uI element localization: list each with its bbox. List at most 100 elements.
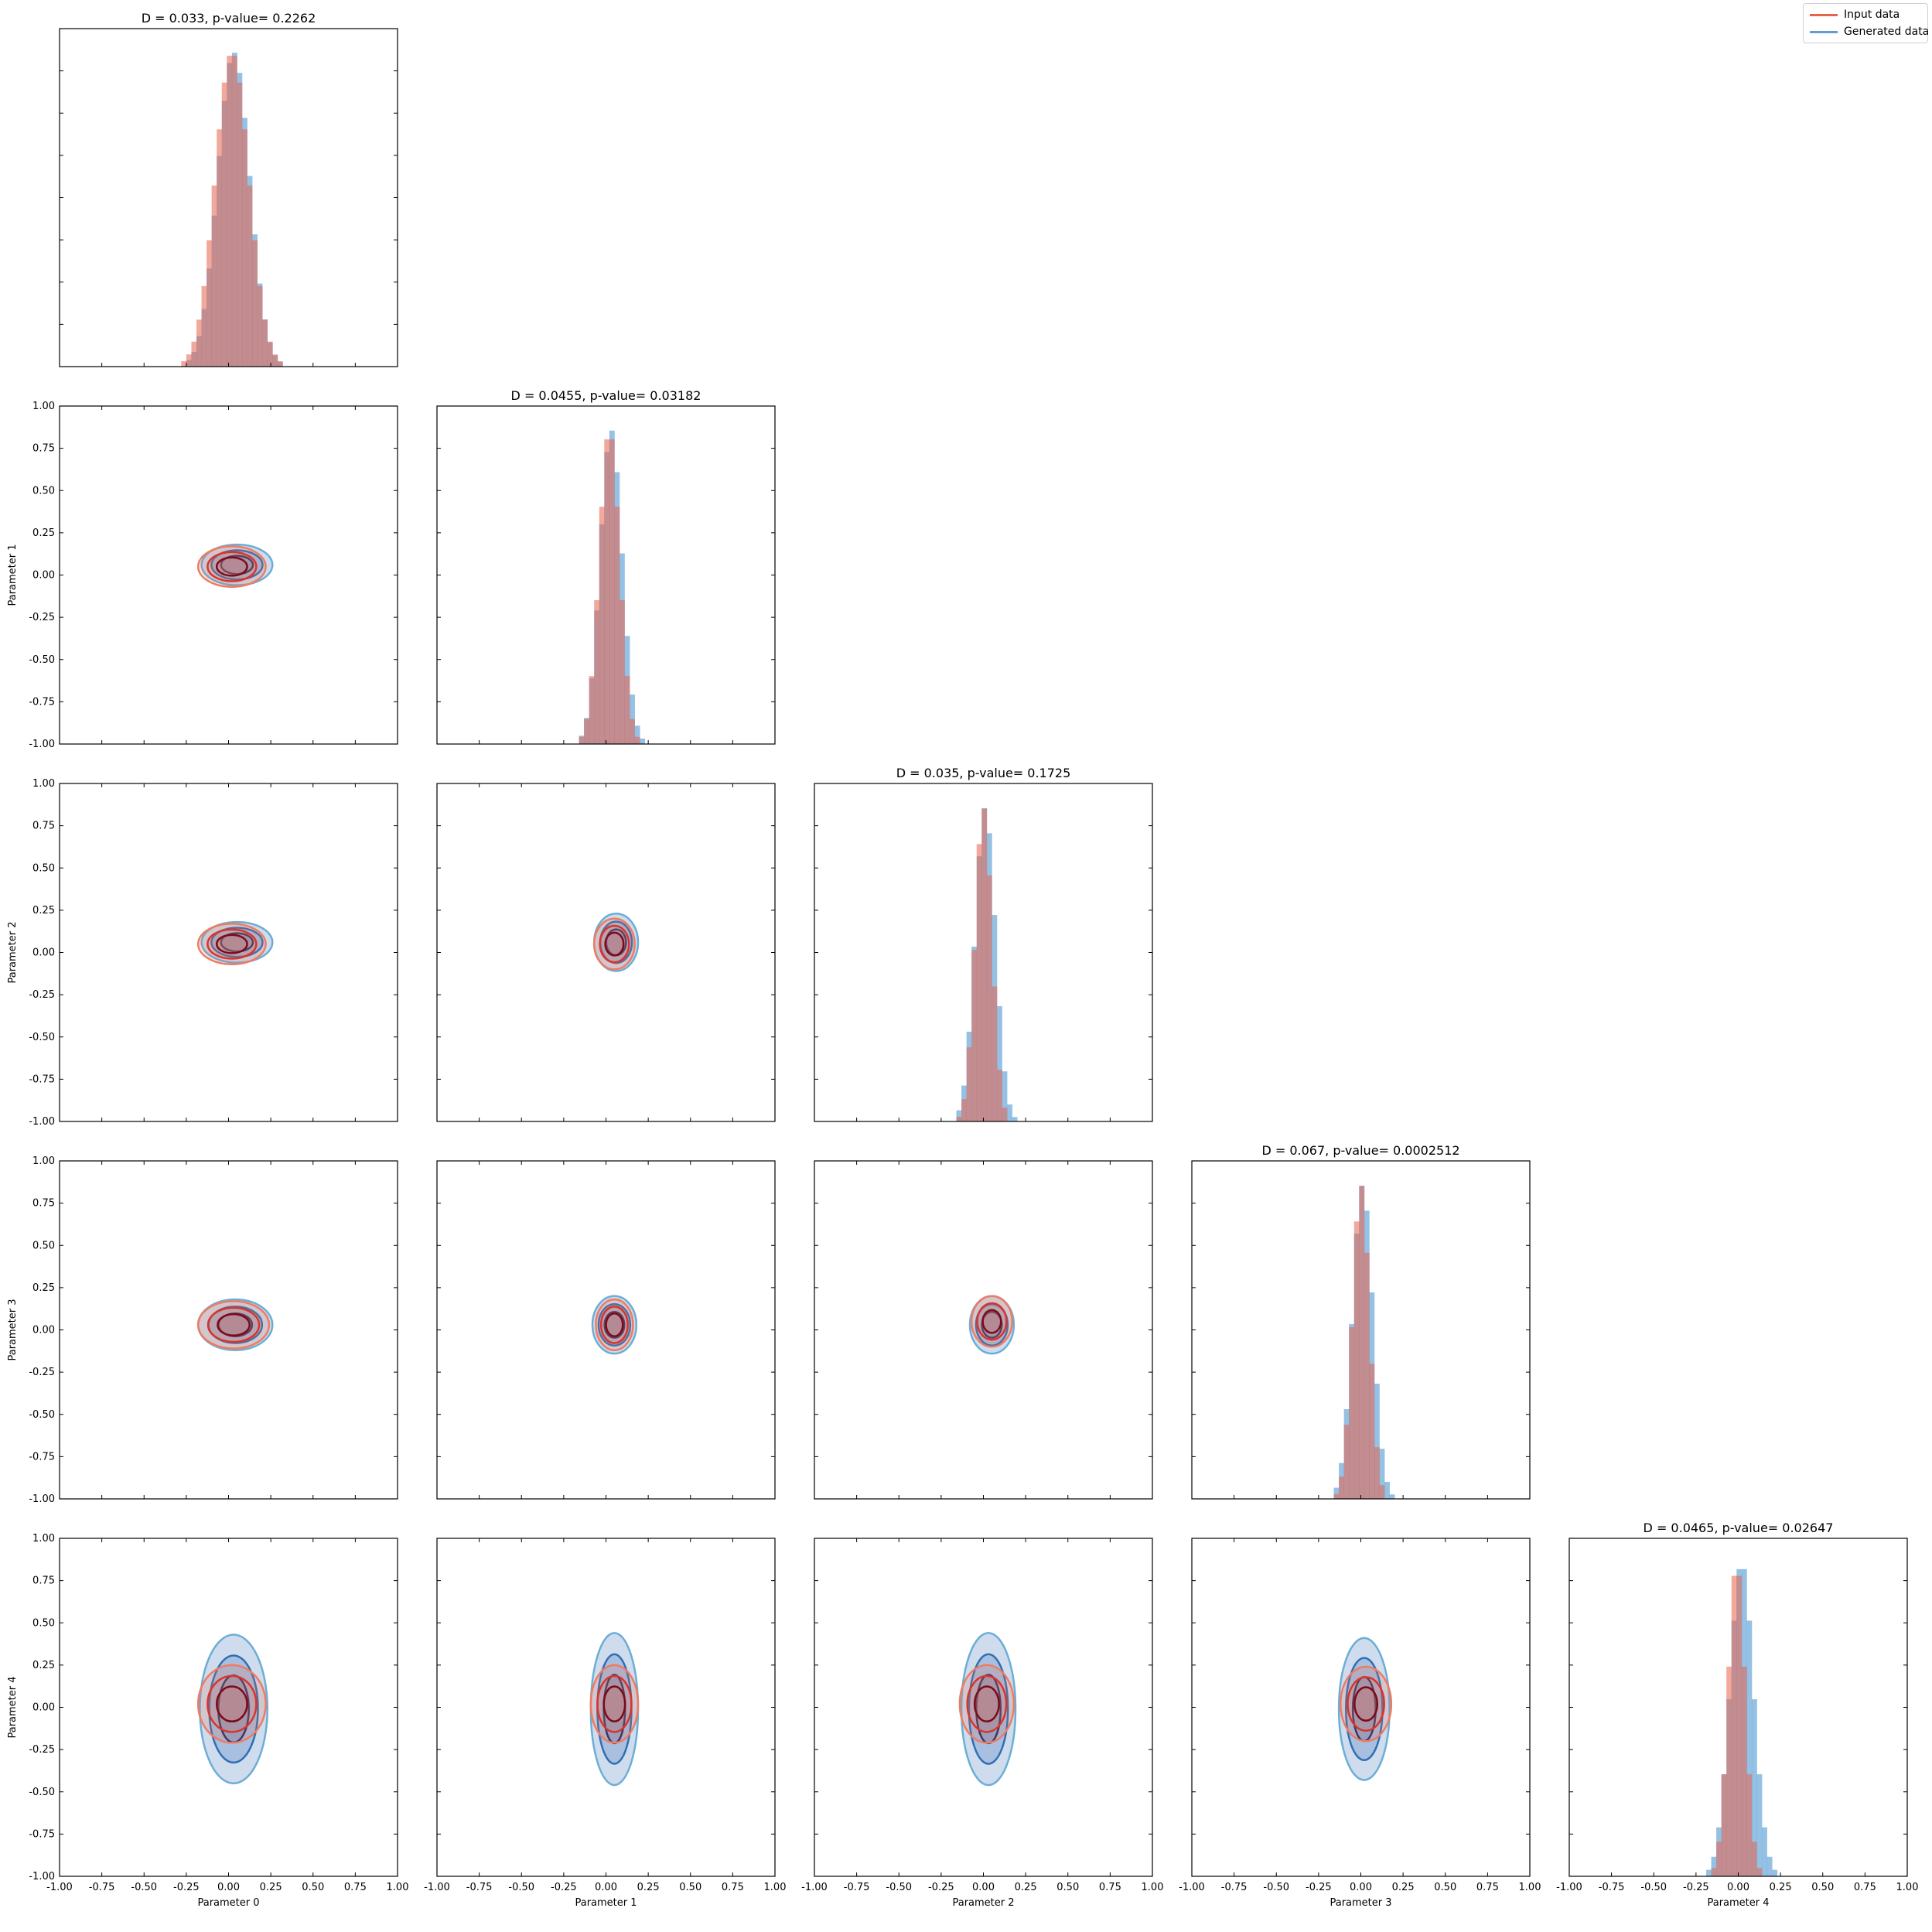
y-tick-label: -1.00 (29, 1493, 55, 1505)
x-axis-label: Parameter 4 (1707, 1897, 1769, 1909)
y-tick-label: 0.75 (32, 1575, 55, 1587)
histogram-bar-generated (1705, 1869, 1712, 1876)
axes-frame (436, 1538, 776, 1877)
histogram-bar-generated (1389, 1494, 1395, 1499)
histogram-group (181, 53, 283, 367)
contour-input-level-2 (207, 1674, 258, 1733)
y-tick-label: 0.00 (32, 1702, 55, 1714)
histogram-bar-input (609, 439, 615, 744)
x-tick-label: -0.50 (1640, 1882, 1667, 1893)
x-tick-label: 0.00 (595, 1882, 617, 1893)
y-tick-label: -0.50 (29, 654, 55, 666)
x-axis-label: Parameter 1 (575, 1897, 637, 1909)
x-tick-label: -0.50 (886, 1882, 912, 1893)
x-tick-label: 1.00 (1142, 1882, 1164, 1893)
x-tick-label: 0.00 (1350, 1882, 1372, 1893)
x-tick-label: 0.75 (1099, 1882, 1121, 1893)
y-tick-label: -0.50 (29, 1032, 55, 1043)
contour-group (196, 1298, 274, 1351)
histogram-bar-generated (1756, 1774, 1763, 1876)
histogram-bar-generated (1012, 1117, 1018, 1121)
histogram-bar-input (956, 1116, 962, 1121)
x-tick-label: -0.50 (1263, 1882, 1289, 1893)
axes-background (437, 783, 775, 1121)
x-tick-label: 0.75 (1854, 1882, 1876, 1893)
histogram-bar-input (211, 185, 217, 367)
histogram-bar-input (217, 129, 223, 367)
histogram-group (956, 807, 1018, 1121)
subplot-title: D = 0.0455, p-value= 0.03182 (511, 388, 701, 403)
legend-label-generated: Generated data (1844, 26, 1930, 38)
contour-input-level-2 (599, 924, 630, 964)
histogram-bar-generated (1711, 1856, 1717, 1876)
histogram-bar-input (181, 360, 187, 367)
histogram-bar-input (1349, 1327, 1355, 1499)
histogram-bar-input (584, 719, 589, 744)
histogram-bar-input (267, 341, 273, 367)
histogram-bar-input (1736, 1575, 1743, 1876)
y-tick-label: 0.25 (32, 1282, 55, 1294)
histogram-bar-generated (956, 1110, 962, 1121)
y-tick-label: -0.25 (29, 612, 55, 623)
histogram-bar-input (971, 950, 978, 1121)
axes-frame (1191, 1538, 1531, 1877)
histogram-bar-input (262, 319, 268, 367)
histogram-bar-input (237, 82, 243, 367)
contour-input-level-3 (981, 1309, 1002, 1334)
x-tick-label: 0.50 (1434, 1882, 1456, 1893)
x-tick-label: 1.00 (1519, 1882, 1541, 1893)
histogram-bar-input (1379, 1485, 1385, 1499)
contour-group (196, 543, 274, 589)
contour-group (968, 1295, 1015, 1355)
x-tick-label: 1.00 (1896, 1882, 1919, 1893)
x-tick-label: 0.25 (1392, 1882, 1415, 1893)
x-tick-label: 0.50 (1056, 1882, 1079, 1893)
axes-background (60, 1538, 398, 1876)
y-tick-label: -1.00 (29, 1116, 55, 1128)
histogram-bar-input (1343, 1425, 1350, 1499)
histogram-bar-generated (1379, 1449, 1385, 1499)
axes-frame (59, 783, 398, 1122)
y-tick-label: -0.25 (29, 1367, 55, 1378)
axes-background (60, 1161, 398, 1499)
contour-input-level-2 (596, 1674, 633, 1733)
histogram-bar-input (252, 240, 258, 367)
x-tick-label: -0.25 (1683, 1882, 1709, 1893)
axes-frame (1191, 1160, 1531, 1500)
histogram-bar-input (191, 341, 197, 367)
x-tick-label: -0.50 (131, 1882, 157, 1893)
y-tick-label: -0.75 (29, 696, 55, 708)
histogram-bar-generated (640, 738, 646, 744)
histogram-bar-input (986, 875, 992, 1121)
legend-swatch-input (1810, 13, 1838, 16)
histogram-bar-generated (1333, 1487, 1340, 1499)
x-axis-label: Parameter 3 (1330, 1897, 1391, 1909)
contour-input-level-3 (605, 1312, 624, 1337)
x-tick-label: -1.00 (1179, 1882, 1205, 1893)
y-tick-label: 1.00 (32, 1155, 55, 1167)
histogram-bar-input (247, 185, 253, 367)
axes-frame (59, 1538, 398, 1877)
contour-input-level-2 (966, 1674, 1008, 1733)
y-tick-label: -1.00 (29, 1871, 55, 1883)
legend-item-input: Input data (1810, 7, 1900, 22)
y-axis-label: Parameter 1 (7, 544, 19, 606)
histogram-bar-input (996, 1070, 1002, 1121)
histogram-bar-input (1002, 1108, 1008, 1121)
histogram-bar-generated (1374, 1384, 1380, 1499)
axes-frame (1568, 1538, 1908, 1877)
contour-input-level-2 (1347, 1676, 1385, 1732)
histogram-bar-input (1374, 1447, 1380, 1499)
contour-input-level-2 (599, 1306, 629, 1344)
subplot-title: D = 0.067, p-value= 0.0002512 (1261, 1143, 1459, 1158)
y-tick-label: 0.25 (32, 527, 55, 539)
histogram-bar-generated (1746, 1620, 1753, 1876)
histogram-bar-generated (1007, 1104, 1012, 1121)
x-tick-label: -0.75 (1599, 1882, 1625, 1893)
histogram-bar-input (614, 507, 620, 744)
x-tick-label: 1.00 (764, 1882, 787, 1893)
subplot-title: D = 0.033, p-value= 0.2262 (142, 11, 316, 26)
histogram-bar-input (207, 240, 212, 367)
x-tick-label: -1.00 (801, 1882, 828, 1893)
contour-input-level-3 (973, 1685, 1000, 1722)
